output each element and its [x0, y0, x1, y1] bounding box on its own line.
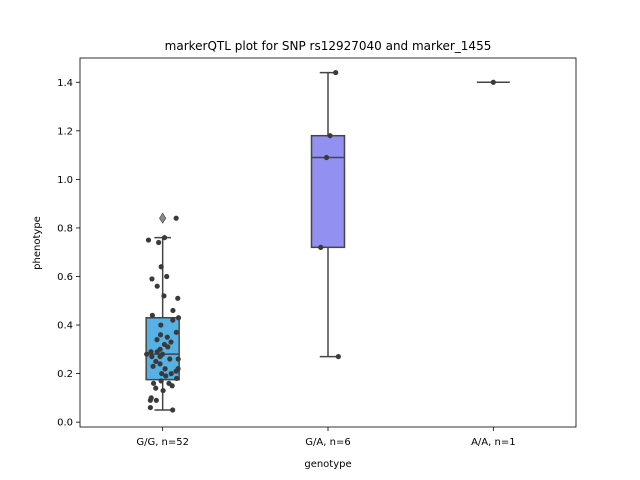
data-point — [161, 235, 168, 241]
data-point — [150, 363, 156, 369]
data-point — [153, 358, 159, 365]
data-point — [153, 385, 159, 391]
data-point — [168, 370, 174, 377]
data-point — [154, 349, 160, 355]
box-group — [310, 71, 346, 358]
data-point — [158, 378, 164, 384]
data-point — [173, 368, 179, 374]
y-tick-label: 0.6 — [57, 272, 73, 283]
data-point — [149, 353, 155, 360]
data-point — [170, 407, 176, 413]
y-tick-label: 1.0 — [57, 175, 73, 186]
y-tick-label: 1.4 — [57, 78, 73, 89]
data-point — [157, 332, 164, 338]
y-axis: 0.0 0.2 0.4 0.6 0.8 1.0 1.2 1.4 — [57, 78, 80, 429]
data-point — [161, 293, 167, 299]
data-point — [144, 351, 150, 357]
x-tick-label: G/A, n=6 — [305, 437, 350, 448]
x-axis-label: genotype — [304, 459, 351, 470]
data-point — [173, 329, 179, 335]
data-point — [158, 322, 164, 328]
data-point — [156, 239, 162, 246]
data-point — [162, 366, 168, 372]
data-point — [164, 273, 170, 280]
data-point — [165, 344, 171, 350]
data-point — [150, 380, 157, 386]
data-point — [147, 404, 153, 411]
data-point — [145, 237, 152, 243]
outlier-marker — [159, 212, 167, 224]
data-point — [149, 276, 155, 282]
data-point — [169, 383, 175, 389]
data-point — [159, 370, 165, 377]
data-point — [333, 69, 339, 76]
data-point — [148, 349, 154, 355]
data-point — [175, 295, 181, 301]
data-point — [154, 337, 160, 343]
data-point — [173, 215, 179, 221]
data-point — [175, 315, 182, 321]
chart-title: markerQTL plot for SNP rs12927040 and ma… — [165, 39, 492, 53]
x-axis: G/G, n=52 G/A, n=6 A/A, n=1 — [136, 427, 516, 448]
data-point — [158, 264, 164, 270]
data-point — [490, 79, 496, 85]
data-point — [163, 373, 169, 379]
data-point — [327, 133, 333, 139]
plot-area — [144, 69, 510, 413]
data-point — [153, 397, 159, 403]
y-axis-label: phenotype — [32, 216, 43, 270]
data-point — [170, 317, 176, 323]
data-point — [157, 361, 163, 367]
data-point — [167, 356, 173, 362]
data-point — [160, 387, 166, 394]
data-point — [318, 244, 324, 250]
data-point — [168, 339, 174, 345]
data-point — [157, 353, 163, 360]
data-point — [149, 312, 155, 318]
x-tick-label: G/G, n=52 — [136, 437, 189, 448]
data-point — [323, 154, 330, 161]
data-point — [164, 334, 170, 340]
data-point — [175, 356, 181, 362]
y-tick-label: 0.8 — [57, 223, 73, 234]
data-point — [173, 375, 180, 382]
data-point — [154, 283, 160, 289]
data-point — [335, 353, 341, 360]
y-tick-label: 0.2 — [57, 369, 73, 380]
x-tick-label: A/A, n=1 — [471, 437, 516, 448]
data-point — [170, 307, 176, 314]
box — [310, 134, 346, 249]
y-tick-label: 0.0 — [57, 418, 73, 429]
y-tick-label: 1.2 — [57, 126, 73, 137]
data-point — [147, 397, 153, 403]
y-tick-label: 0.4 — [57, 321, 73, 332]
